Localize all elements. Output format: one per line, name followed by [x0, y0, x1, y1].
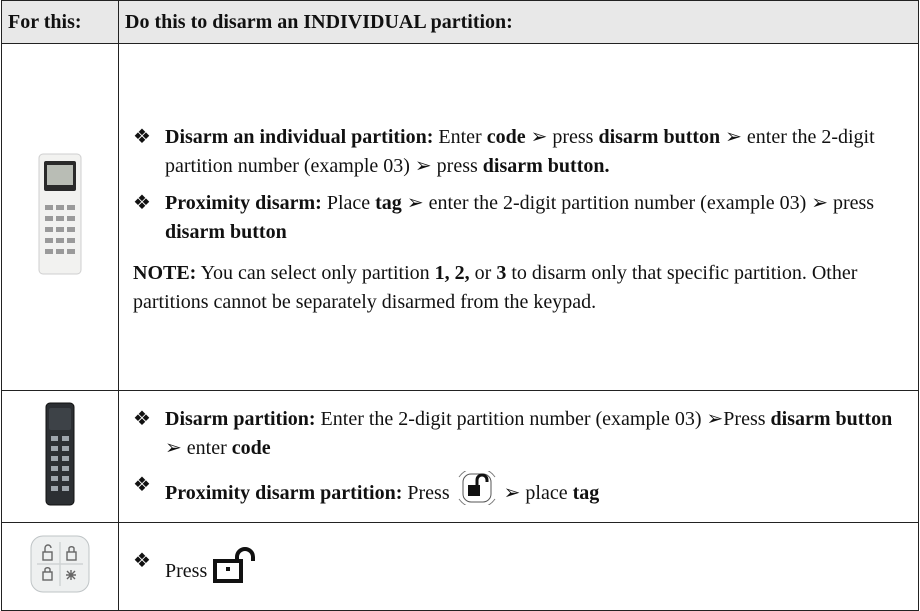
- keypad-image: [38, 153, 82, 275]
- text: Enter the 2-digit partition number (exam…: [315, 408, 771, 430]
- note: NOTE: You can select only partition 1, 2…: [133, 259, 908, 317]
- instruction-cell: ❖ Disarm an individual partition: Enter c…: [118, 43, 919, 391]
- bold-text: Proximity disarm partition:: [165, 482, 403, 504]
- text: Press: [402, 482, 455, 504]
- header-row: For this: Do this to disarm an INDIVIDUA…: [1, 0, 919, 44]
- bold-text: tag: [375, 192, 402, 214]
- bold-text: code: [486, 126, 526, 148]
- bold-text: disarm button: [165, 221, 287, 243]
- text: or: [469, 262, 497, 284]
- header-cell: For this:: [1, 0, 119, 44]
- device-cell: [1, 522, 119, 611]
- text: ➢ enter the 2-digit partition number (ex…: [165, 126, 875, 177]
- text: ➢ enter the 2-digit partition number (ex…: [401, 192, 875, 214]
- bold-text: Disarm partition:: [165, 408, 316, 430]
- text: Place: [321, 192, 376, 214]
- device-cell: [1, 43, 119, 391]
- header-cell: Do this to disarm an INDIVIDUAL partitio…: [118, 0, 919, 44]
- reader-image: [45, 402, 75, 505]
- bold-text: disarm button.: [482, 155, 610, 177]
- bold-text: 1, 2,: [434, 262, 470, 284]
- bullet: ❖: [133, 550, 151, 572]
- bullet-item: ❖ Disarm partition: Enter the 2-digit par…: [133, 405, 908, 463]
- keyfob-image: [30, 535, 90, 592]
- text: to disarm only that specific partition. …: [133, 262, 858, 313]
- text: ➢ place: [498, 482, 573, 504]
- bold-text: Proximity disarm:: [165, 192, 322, 214]
- instruction-cell: ❖ Disarm partition: Enter the 2-digit par…: [118, 390, 919, 523]
- unlock-icon: [213, 547, 256, 583]
- bold-text: tag: [572, 482, 600, 504]
- bold-text: 3: [496, 262, 507, 284]
- bold-text: disarm button: [598, 126, 721, 148]
- bold-text: Disarm an individual partition:: [165, 126, 434, 148]
- text: Enter: [433, 126, 487, 148]
- row: ❖ Disarm partition: Enter the 2-digit par…: [1, 390, 919, 523]
- bullet: ❖: [133, 408, 151, 430]
- bold-text: NOTE:: [133, 262, 197, 284]
- bullet-item: ❖ Proximity disarm: Place tag ➢ enter the…: [133, 189, 908, 247]
- bullet-item: ❖ Press: [133, 547, 908, 586]
- bullet: ❖: [133, 474, 151, 496]
- text: Press: [165, 560, 213, 582]
- bullet: ❖: [133, 192, 151, 214]
- bullet-item: ❖ Disarm an individual partition: Enter c…: [133, 123, 908, 181]
- text: You can select only partition: [196, 262, 435, 284]
- row: ❖ Disarm an individual partition: Enter c…: [1, 43, 919, 391]
- text: ➢ enter: [165, 437, 232, 459]
- instruction-cell: ❖ Press: [118, 522, 919, 611]
- device-cell: [1, 390, 119, 523]
- row: ❖ Press: [1, 522, 919, 611]
- unlock-button-icon: [458, 467, 496, 509]
- bullet: ❖: [133, 126, 151, 148]
- text: ➢ press: [525, 126, 599, 148]
- bold-text: disarm button: [770, 408, 893, 430]
- bold-text: code: [231, 437, 271, 459]
- bullet-item: ❖ Proximity disarm partition: Press ➢ pla…: [133, 467, 908, 509]
